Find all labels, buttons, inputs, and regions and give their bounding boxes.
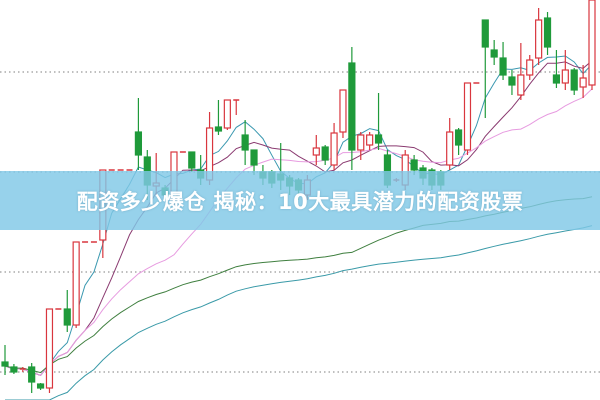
candle-up [366,134,374,146]
candle-up [561,69,569,84]
candle-down [214,126,223,132]
candle-down [490,49,498,58]
candle-down [1,361,9,367]
candle-down [543,17,552,48]
candle-down [454,129,463,146]
candle-up [45,308,54,389]
candle-down [481,19,489,48]
candle-down [10,366,18,373]
candle-down [241,134,249,151]
candle-up [579,77,587,88]
candle-up [446,131,454,166]
candle-down [134,131,143,156]
candle-down [63,308,71,326]
ma20-line [4,88,593,376]
ma90-line [5,225,593,400]
candle-down [410,159,418,171]
candle-down [188,151,196,169]
ma10-line [4,60,593,376]
candle-down [374,134,383,144]
candle-down [28,366,36,383]
banner-title: 配资多少爆仓 揭秘：10大最具潜力的配资股票 [76,189,524,214]
candle-up [330,132,338,166]
candle-down [348,62,356,151]
candle-down [321,146,329,161]
candle-down [36,383,45,389]
candle-down [552,74,561,84]
candle-up [526,59,534,76]
candle-up [339,89,347,133]
title-banner: 配资多少爆仓 揭秘：10大最具潜力的配资股票 [0,171,600,230]
candle-up [357,134,365,151]
candle-up [517,74,525,96]
candle-up [463,82,472,151]
candle-up [588,0,596,86]
candle-down [499,57,507,76]
candle-up [535,19,543,59]
candle-down [250,149,258,166]
candle-up [312,147,320,156]
candle-up [223,99,231,129]
candle-down [508,76,516,86]
candle-up [72,241,80,326]
candle-down [570,69,578,91]
